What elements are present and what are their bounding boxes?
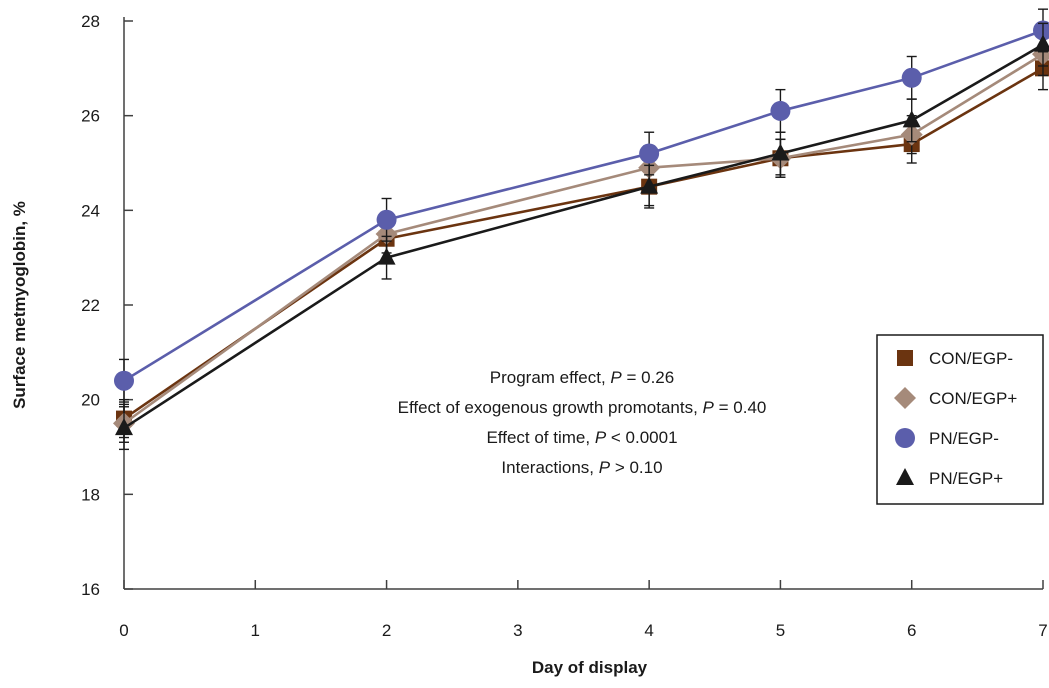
y-tick-label: 22 [81, 296, 100, 315]
series-line [123, 29, 1044, 382]
annotation-p-symbol: P [610, 368, 622, 387]
annotation-line: Program effect, P = 0.26 [490, 368, 674, 387]
data-point [902, 110, 921, 128]
y-tick-label: 28 [81, 12, 100, 31]
data-point [1033, 20, 1049, 41]
data-point [114, 370, 134, 391]
series-line [123, 53, 1044, 425]
y-axis-title: Surface metmyoglobin, % [10, 201, 29, 409]
annotation-p-symbol: P [599, 458, 611, 477]
legend-item: PN/EGP+ [896, 468, 1003, 488]
data-point [1034, 34, 1049, 52]
data-point [901, 67, 922, 88]
legend: CON/EGP- CON/EGP+ PN/EGP- PN/EGP+ [876, 334, 1044, 505]
annotation-value: > 0.10 [610, 458, 662, 477]
legend-marker [896, 468, 914, 485]
y-tick-label: 26 [81, 107, 100, 126]
data-point [1035, 60, 1049, 77]
data-point [639, 143, 660, 164]
annotation-text: Effect of exogenous growth promotants, [398, 398, 703, 417]
annotation-line: Effect of exogenous growth promotants, P… [398, 398, 767, 417]
x-tick-label: 4 [644, 621, 653, 640]
legend-marker [894, 387, 916, 409]
annotation-line: Effect of time, P < 0.0001 [486, 428, 677, 447]
x-tick-label: 7 [1038, 621, 1047, 640]
legend-marker [897, 350, 913, 366]
x-tick-label: 2 [382, 621, 391, 640]
annotation-p-symbol: P [595, 428, 607, 447]
x-tick-label: 5 [776, 621, 785, 640]
x-tick-label: 6 [907, 621, 916, 640]
series-pn-egp- [114, 8, 1049, 403]
legend-label: PN/EGP- [929, 429, 999, 448]
data-point [640, 176, 659, 194]
data-point [377, 247, 396, 265]
legend-label: CON/EGP- [929, 349, 1013, 368]
legend-item: CON/EGP+ [894, 387, 1017, 409]
legend-item: PN/EGP- [895, 428, 999, 448]
x-tick-label: 1 [251, 621, 260, 640]
legend-marker [895, 428, 915, 448]
x-axis-title: Day of display [532, 658, 648, 677]
annotation-text: Interactions, [501, 458, 598, 477]
data-point [770, 100, 791, 121]
data-point [771, 143, 790, 161]
annotation-block: Program effect, P = 0.26 Effect of exogen… [398, 368, 767, 477]
annotation-value: = 0.40 [714, 398, 766, 417]
y-tick-label: 20 [81, 391, 100, 410]
annotation-line: Interactions, P > 0.10 [501, 458, 662, 477]
series-line [123, 43, 1044, 430]
legend-item: CON/EGP- [897, 349, 1013, 368]
data-point [115, 418, 133, 436]
axes: 16 18 20 22 24 26 28 0 1 2 3 4 5 6 7 [81, 12, 1048, 640]
annotation-value: = 0.26 [622, 368, 674, 387]
series-pn-egp- [115, 22, 1049, 451]
x-tick-label: 3 [513, 621, 522, 640]
y-tick-label: 16 [81, 580, 100, 599]
series-layer [113, 8, 1049, 451]
annotation-text: Program effect, [490, 368, 611, 387]
x-tick-label: 0 [119, 621, 128, 640]
series-line [123, 67, 1044, 420]
annotation-text: Effect of time, [486, 428, 594, 447]
y-tick-label: 24 [81, 201, 100, 220]
data-point [376, 209, 397, 230]
y-tick-label: 18 [81, 485, 100, 504]
annotation-value: < 0.0001 [606, 428, 677, 447]
annotation-p-symbol: P [703, 398, 715, 417]
legend-label: PN/EGP+ [929, 469, 1003, 488]
legend-label: CON/EGP+ [929, 389, 1017, 408]
